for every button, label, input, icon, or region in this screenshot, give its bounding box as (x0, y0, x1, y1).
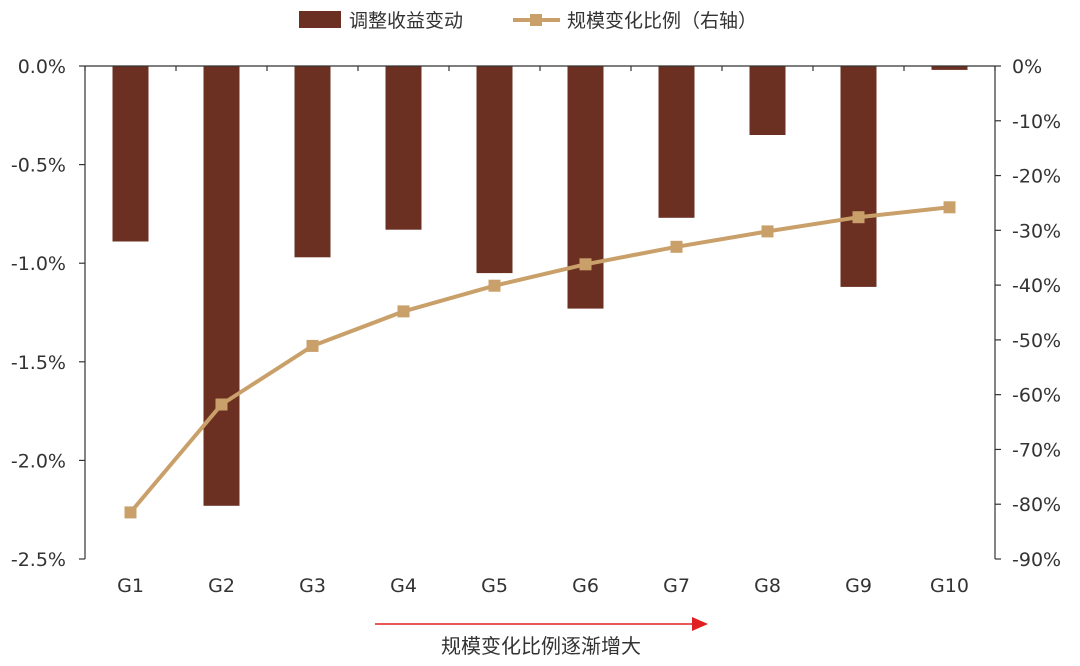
right-tick-label: -20% (1012, 166, 1061, 188)
bar-G2 (203, 66, 240, 506)
x-tick-label: G8 (754, 575, 781, 597)
line-point-G4 (397, 305, 410, 318)
x-tick-labels: G1 G2 G3 G4 G5 G6 G7 G8 G9 G10 (117, 575, 969, 597)
bar-G5 (476, 66, 513, 274)
line-point-G9 (852, 211, 865, 224)
line-point-G1 (124, 506, 137, 519)
right-tick-label: -80% (1012, 494, 1061, 516)
x-tick-label: G6 (572, 575, 599, 597)
axes (79, 65, 1001, 560)
x-tick-label: G1 (117, 575, 144, 597)
line-point-G5 (488, 279, 501, 292)
line-series (124, 201, 956, 519)
right-axis-tick-labels: 0% -10% -20% -30% -40% -50% -60% -70% -80% -90% (1012, 56, 1061, 571)
x-tick-label: G9 (845, 575, 872, 597)
line-point-G10 (943, 201, 956, 214)
x-tick-label: G7 (663, 575, 690, 597)
right-tick-label: -40% (1012, 275, 1061, 297)
bar-G6 (567, 66, 604, 309)
right-tick-label: -10% (1012, 111, 1061, 133)
right-tick-label: 0% (1012, 56, 1042, 78)
annotation-text: 规模变化比例逐渐增大 (441, 634, 641, 658)
line-point-G6 (579, 258, 592, 271)
series-line (128, 205, 950, 514)
legend-line-marker (530, 14, 542, 26)
bars (112, 66, 968, 506)
left-axis-tick-labels: 0.0% -0.5% -1.0% -1.5% -2.0% -2.5% (11, 56, 66, 571)
right-tick-label: -30% (1012, 220, 1061, 242)
x-tick-label: G5 (481, 575, 508, 597)
x-tick-label: G2 (208, 575, 235, 597)
left-tick-label: -1.0% (11, 253, 66, 275)
bar-G1 (112, 66, 149, 242)
x-tick-label: G3 (299, 575, 326, 597)
left-tick-label: -1.5% (11, 352, 66, 374)
x-tick-label: G10 (930, 575, 969, 597)
left-tick-label: -2.5% (11, 549, 66, 571)
bar-G3 (294, 66, 331, 258)
line-point-G2 (215, 398, 228, 411)
legend-bar-swatch (299, 11, 341, 28)
right-tick-label: -90% (1012, 549, 1061, 571)
right-tick-label: -70% (1012, 439, 1061, 461)
annotation: 规模变化比例逐渐增大 (375, 617, 708, 658)
bar-G7 (658, 66, 695, 218)
left-tick-label: -2.0% (11, 450, 66, 472)
legend: 调整收益变动 规模变化比例（右轴） (299, 10, 757, 32)
line-point-G3 (306, 339, 319, 352)
x-tick-label: G4 (390, 575, 417, 597)
line-point-G8 (761, 225, 774, 238)
left-tick-label: 0.0% (18, 56, 66, 78)
legend-line-label: 规模变化比例（右轴） (567, 10, 757, 32)
bar-G10 (931, 66, 968, 70)
bar-G9 (840, 66, 877, 287)
left-tick-label: -0.5% (11, 155, 66, 177)
annotation-arrow-head (692, 617, 708, 631)
line-point-G7 (670, 240, 683, 253)
right-tick-label: -60% (1012, 385, 1061, 407)
bar-G4 (385, 66, 422, 230)
right-tick-label: -50% (1012, 330, 1061, 352)
legend-bar-label: 调整收益变动 (349, 10, 463, 32)
bar-G8 (749, 66, 786, 135)
